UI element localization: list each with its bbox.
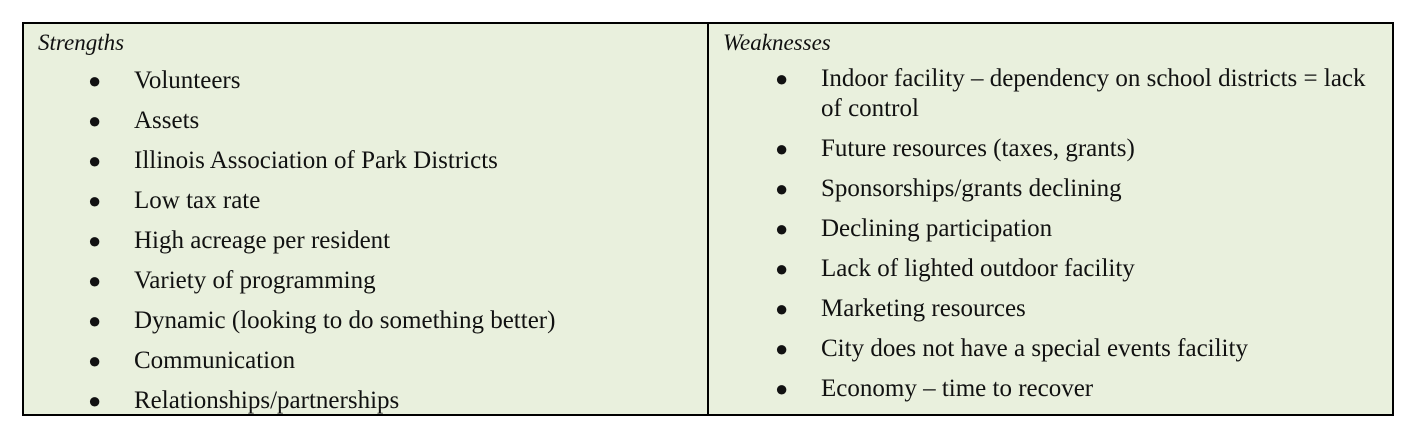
weaknesses-cell: Weaknesses ● Indoor facility – dependency…: [709, 24, 1392, 414]
list-item: ● Variety of programming: [38, 266, 707, 296]
bullet-icon: ●: [775, 216, 789, 241]
list-item-text: Low tax rate: [134, 187, 261, 214]
bullet-icon: ●: [88, 348, 102, 373]
bullet-icon: ●: [88, 108, 102, 133]
list-item: ● Communication: [38, 346, 707, 376]
list-item-text: Future resources (taxes, grants): [821, 135, 1135, 162]
list-item: ● Dynamic (looking to do something better…: [38, 306, 707, 336]
bullet-icon: ●: [775, 336, 789, 361]
list-item-text: Declining participation: [821, 215, 1053, 242]
list-item-text: Volunteers: [134, 67, 241, 94]
list-item: ● Assets: [38, 106, 707, 136]
swot-table: Strengths ● Volunteers ● Assets ● Illinois As…: [22, 22, 1394, 416]
list-item: ● City does not have a special events fac…: [723, 334, 1392, 364]
bullet-icon: ●: [775, 176, 789, 201]
list-item-text: Sponsorships/grants declining: [821, 175, 1122, 202]
list-item: ● Lack of lighted outdoor facility: [723, 254, 1392, 284]
list-item-text: Dynamic (looking to do something better): [134, 307, 556, 334]
strengths-cell: Strengths ● Volunteers ● Assets ● Illinois As…: [24, 24, 709, 414]
list-item: ● Indoor facility – dependency on school …: [723, 64, 1392, 124]
list-item: ● High acreage per resident: [38, 226, 707, 256]
bullet-icon: ●: [88, 308, 102, 333]
list-item: ● Relationships/partnerships: [38, 386, 707, 416]
list-item: ● Economy – time to recover: [723, 374, 1392, 404]
list-item-text: Communication: [134, 347, 296, 374]
list-item-text: Assets: [134, 107, 200, 134]
bullet-icon: ●: [775, 376, 789, 401]
list-item-text: Illinois Association of Park Districts: [134, 147, 498, 174]
weaknesses-heading: Weaknesses: [723, 30, 831, 55]
bullet-icon: ●: [88, 188, 102, 213]
bullet-icon: ●: [775, 136, 789, 161]
list-item: ● Illinois Association of Park Districts: [38, 146, 707, 176]
list-item: ● Sponsorships/grants declining: [723, 174, 1392, 204]
list-item-text: City does not have a special events faci…: [821, 335, 1248, 362]
list-item: ● Marketing resources: [723, 294, 1392, 324]
list-item-text: High acreage per resident: [134, 227, 391, 254]
bullet-icon: ●: [88, 68, 102, 93]
weaknesses-list: ● Indoor facility – dependency on school …: [723, 64, 1392, 404]
strengths-heading: Strengths: [38, 30, 125, 55]
list-item-text: Variety of programming: [134, 267, 376, 294]
list-item: ● Future resources (taxes, grants): [723, 134, 1392, 164]
list-item-text: Relationships/partnerships: [134, 387, 400, 414]
bullet-icon: ●: [775, 256, 789, 281]
list-item-text: Indoor facility – dependency on school d…: [821, 65, 1366, 122]
bullet-icon: ●: [88, 388, 102, 413]
list-item: ● Low tax rate: [38, 186, 707, 216]
list-item: ● Volunteers: [38, 66, 707, 96]
list-item-text: Economy – time to recover: [821, 375, 1094, 402]
list-item-text: Marketing resources: [821, 295, 1026, 322]
bullet-icon: ●: [775, 66, 789, 91]
list-item-text: Lack of lighted outdoor facility: [821, 255, 1135, 282]
bullet-icon: ●: [88, 228, 102, 253]
strengths-list: ● Volunteers ● Assets ● Illinois Association …: [38, 66, 707, 416]
bullet-icon: ●: [775, 296, 789, 321]
list-item: ● Declining participation: [723, 214, 1392, 244]
bullet-icon: ●: [88, 148, 102, 173]
bullet-icon: ●: [88, 268, 102, 293]
